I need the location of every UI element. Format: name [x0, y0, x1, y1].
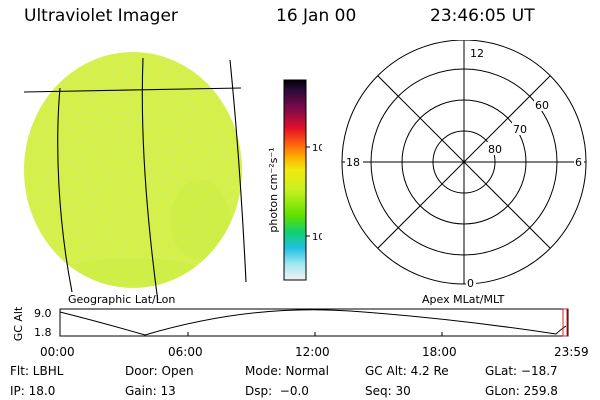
- header-date: 16 Jan 00: [276, 6, 357, 26]
- altplot-xtick-3: 18:00: [422, 345, 457, 359]
- info-gain: Gain: 13: [125, 384, 176, 398]
- info-dsp: Dsp: −0.0: [245, 384, 309, 398]
- info-gc-alt: GC Alt: 4.2 Re: [365, 364, 449, 378]
- altitude-plot: GC Alt 9.0 1.8 00:00 06:00 12:00 18:00 2…: [12, 306, 589, 359]
- colorbar-tick-10: 10: [312, 232, 322, 243]
- colorbar: 100 10 photon cm⁻²s⁻¹: [267, 79, 322, 281]
- altplot-frame: [59, 308, 569, 337]
- altplot-ytick-1: 1.8: [34, 326, 52, 339]
- mlat-label-60: 60: [535, 99, 549, 112]
- altplot-xtick-4: 23:59: [554, 345, 589, 359]
- altplot-xtick-1: 06:00: [168, 345, 203, 359]
- altplot-ytick-9: 9.0: [34, 307, 52, 320]
- altplot-ylabel: GC Alt: [12, 306, 25, 341]
- info-glat: GLat: −18.7: [485, 364, 558, 378]
- polar-plot: 12 18 6 0 60 70 80: [341, 40, 587, 290]
- info-seq: Seq: 30: [365, 384, 411, 398]
- app-title: Ultraviolet Imager: [24, 6, 178, 26]
- mlt-label-0: 0: [467, 277, 474, 290]
- colorbar-label: photon cm⁻²s⁻¹: [267, 147, 280, 232]
- mlat-label-70: 70: [513, 123, 527, 136]
- mlt-label-12: 12: [470, 47, 484, 60]
- info-mode: Mode: Normal: [245, 364, 329, 378]
- caption-geographic: Geographic Lat/Lon: [68, 293, 176, 306]
- mlt-label-18: 18: [346, 156, 360, 169]
- mlt-label-6: 6: [575, 156, 582, 169]
- caption-apex: Apex MLat/MLT: [422, 293, 505, 306]
- earth-disk-image: [23, 52, 247, 300]
- info-door: Door: Open: [125, 364, 194, 378]
- altplot-xtick-0: 00:00: [40, 345, 75, 359]
- info-glon: GLon: 259.8: [485, 384, 558, 398]
- geographic-grid: [23, 57, 247, 300]
- info-ip: IP: 18.0: [10, 384, 56, 398]
- header-time: 23:46:05 UT: [430, 6, 535, 26]
- colorbar-gradient: [283, 79, 307, 281]
- colorbar-tick-100: 100: [312, 143, 322, 154]
- mlat-label-80: 80: [488, 143, 502, 156]
- info-filter: Flt: LBHL: [10, 364, 64, 378]
- altitude-curve: [59, 309, 567, 336]
- current-time-marker: [562, 308, 568, 337]
- altplot-xtick-2: 12:00: [295, 345, 330, 359]
